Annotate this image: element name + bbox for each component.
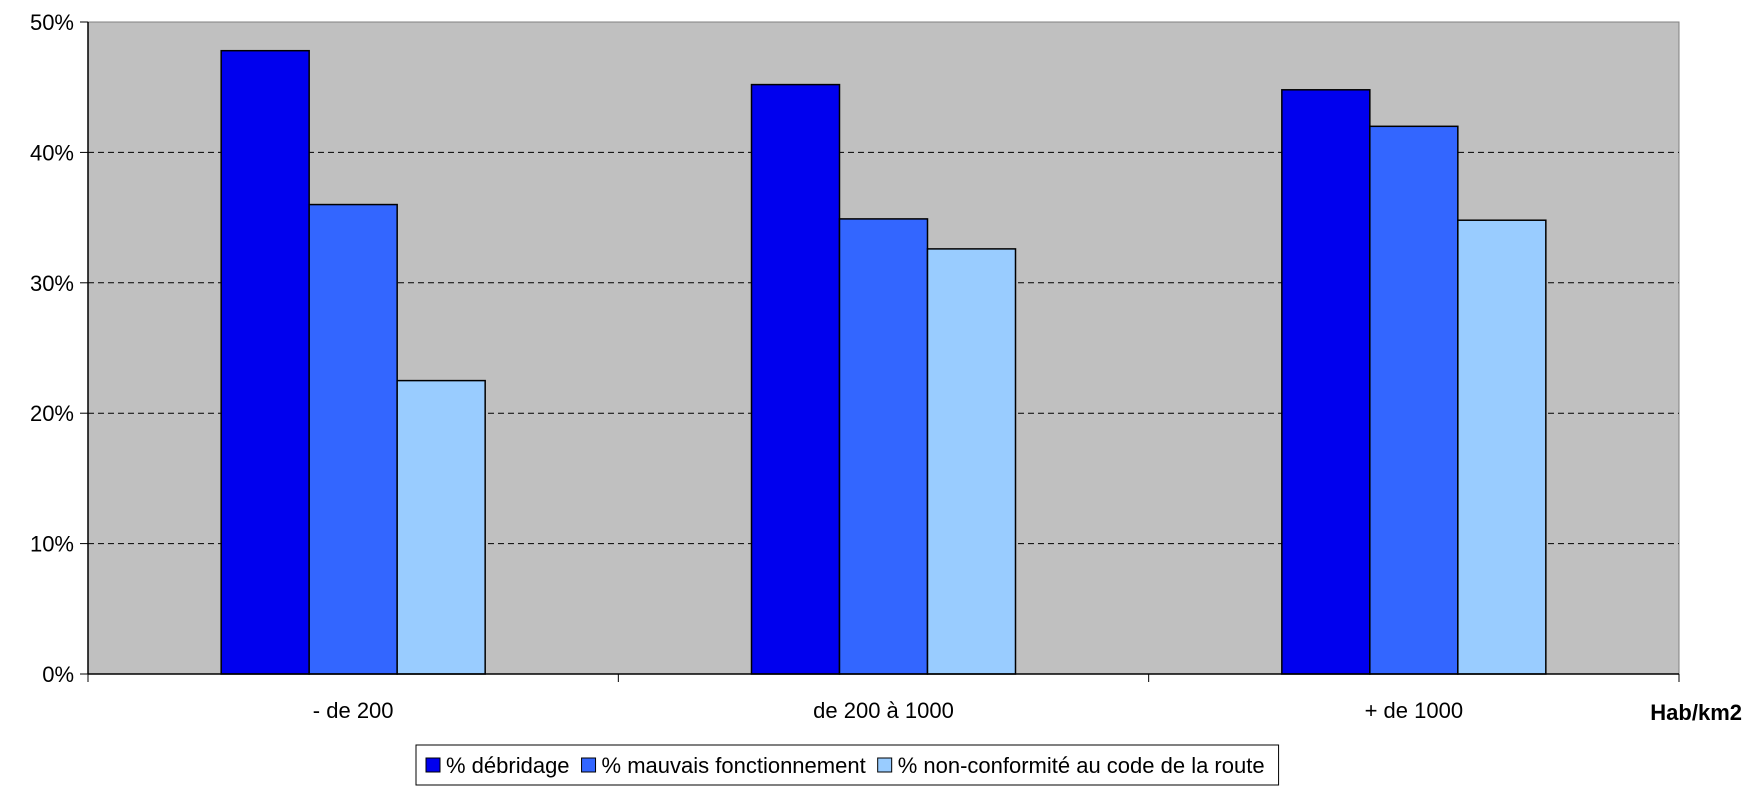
y-tick-label: 50% <box>30 10 74 35</box>
bar <box>750 83 841 675</box>
legend-swatch <box>425 757 441 773</box>
x-tick-labels: - de 200 de 200 à 1000 + de 1000 <box>313 698 1463 723</box>
bar <box>308 203 398 675</box>
legend-label: % débridage <box>446 753 570 778</box>
y-tick-label: 20% <box>30 401 74 426</box>
bar <box>1457 219 1547 675</box>
legend-box <box>415 744 1280 786</box>
y-tick-label: 10% <box>30 532 74 557</box>
legend-label: % mauvais fonctionnement <box>602 753 866 778</box>
bars <box>220 49 1547 675</box>
x-tick-label: + de 1000 <box>1365 698 1463 723</box>
y-tick-labels: 0% 10% 20% 30% 40% 50% <box>30 10 88 687</box>
bar <box>1281 89 1371 675</box>
bar <box>396 379 486 675</box>
legend: % débridage % mauvais fonctionnement % non… <box>415 744 1280 786</box>
legend-label: % non-conformité au code de la route <box>898 753 1265 778</box>
y-tick-label: 40% <box>30 140 74 165</box>
x-axis-title: Hab/km2 <box>1650 700 1742 725</box>
legend-swatch <box>877 757 893 773</box>
legend-swatch <box>581 757 597 773</box>
axes <box>87 22 1680 682</box>
bar <box>1369 125 1459 675</box>
x-tick-label: - de 200 <box>313 698 394 723</box>
bar <box>838 218 929 675</box>
y-tick-label: 0% <box>42 662 74 687</box>
x-tick-label: de 200 à 1000 <box>813 698 954 723</box>
bar <box>926 248 1017 675</box>
y-tick-label: 30% <box>30 271 74 296</box>
bar <box>220 49 310 675</box>
